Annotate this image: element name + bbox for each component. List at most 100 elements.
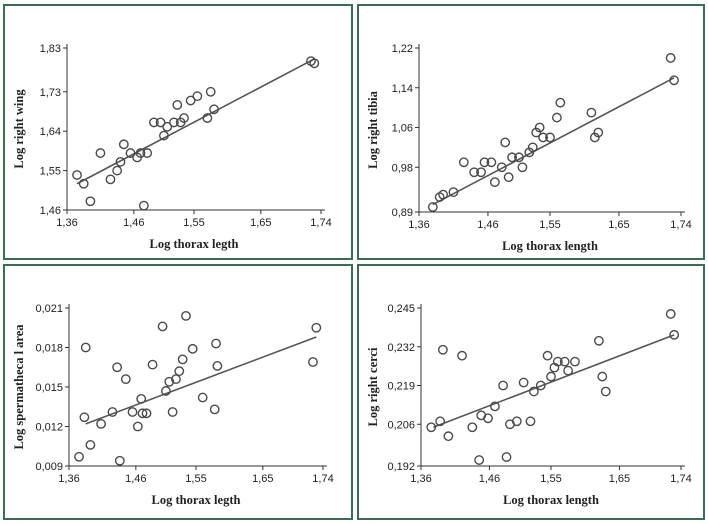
data-point	[174, 366, 185, 377]
data-point	[669, 75, 680, 86]
data-point	[112, 362, 123, 373]
data-point	[531, 127, 542, 138]
data-point	[589, 132, 600, 143]
data-point	[538, 132, 549, 143]
x-axis-label: Log thorax length	[503, 493, 599, 507]
scatter-panel-right-cerci: 1,36 1,46 1,55 1,65 1,74 0,192 0,206 0,219 0,232…	[357, 264, 705, 520]
data-point	[479, 157, 490, 168]
data-point	[125, 148, 136, 158]
y-tick-label: 0,245	[387, 303, 415, 315]
data-point	[115, 156, 126, 167]
y-axis-label: Log right wing	[12, 89, 26, 169]
scatter-panel-right-tibia: 1,36 1,46 1,55 1,65 1,74 0,89 0,98 1,06 1,14 1,22…	[357, 4, 705, 260]
y-axis-label: Log right tibia	[366, 90, 380, 169]
data-point	[187, 343, 198, 354]
data-point	[458, 157, 469, 168]
data-point	[586, 107, 597, 118]
data-point	[137, 408, 148, 419]
data-point	[164, 376, 175, 387]
data-point	[132, 421, 143, 432]
data-point	[597, 371, 608, 382]
x-tick-label: 1,55	[185, 473, 206, 485]
data-point	[85, 440, 96, 450]
data-point	[476, 167, 486, 178]
data-point	[114, 455, 125, 466]
x-axis-label: Log thorax legth	[152, 493, 241, 507]
scatter-chart-right-tibia: 1,36 1,46 1,55 1,65 1,74 0,89 0,98 1,06 1,14 1,22…	[366, 43, 692, 253]
data-point	[489, 177, 500, 188]
y-tick-label: 1,46	[40, 205, 61, 217]
scatter-chart-right-wing: 1,36 1,46 1,55 1,65 1,741,461,551,641,731,83…	[12, 43, 332, 251]
data-point	[105, 174, 116, 185]
data-point	[486, 157, 497, 168]
data-point	[192, 91, 203, 102]
data-point	[426, 422, 437, 433]
data-point	[209, 104, 219, 115]
data-point	[79, 412, 90, 423]
y-tick-label: 0,012	[35, 422, 63, 434]
data-point	[74, 451, 84, 462]
y-tick-label: 1,73	[40, 87, 61, 99]
data-point	[527, 142, 538, 153]
data-point	[167, 407, 178, 417]
x-tick-label: 1,55	[183, 217, 204, 229]
x-tick-label: 1,36	[58, 473, 79, 485]
x-tick-label: 1,46	[125, 473, 146, 485]
y-tick-label: 0,192	[387, 461, 415, 473]
data-point	[498, 380, 509, 391]
x-tick-label: 1,36	[408, 219, 429, 231]
data-point	[96, 418, 106, 429]
data-point	[534, 122, 545, 133]
y-tick-label: 0,009	[35, 461, 63, 473]
data-point	[545, 132, 555, 143]
x-tick-label: 1,55	[540, 473, 561, 485]
y-tick-label: 0,018	[35, 343, 63, 355]
data-point	[112, 165, 123, 176]
x-tick-label: 1,65	[250, 217, 271, 229]
data-point	[501, 452, 512, 462]
x-tick-label: 1,65	[609, 473, 630, 485]
regression-line	[433, 334, 675, 428]
data-point	[142, 148, 153, 158]
data-point	[181, 311, 191, 321]
y-tick-label: 0,021	[35, 303, 63, 315]
data-point	[511, 416, 522, 427]
y-tick-label: 0,232	[387, 342, 415, 354]
y-tick-label: 0,015	[35, 382, 63, 394]
data-point	[308, 357, 318, 367]
data-point	[669, 329, 680, 340]
data-point	[185, 95, 196, 106]
x-tick-label: 1,46	[477, 219, 498, 231]
data-point	[546, 371, 556, 382]
data-point	[517, 162, 528, 173]
data-point	[171, 374, 181, 385]
data-point	[467, 422, 478, 433]
data-point	[457, 350, 467, 361]
data-point	[148, 117, 159, 128]
data-point	[507, 152, 517, 163]
data-point	[593, 335, 604, 346]
data-point	[559, 356, 570, 367]
data-point	[483, 413, 493, 424]
y-tick-label: 1,14	[392, 83, 413, 95]
data-point	[551, 112, 562, 123]
y-tick-label: 0,98	[392, 162, 413, 174]
data-point	[85, 196, 96, 207]
y-tick-label: 1,83	[40, 43, 61, 55]
data-point	[496, 162, 507, 173]
regression-line	[432, 77, 675, 206]
data-point	[159, 130, 169, 141]
data-point	[138, 200, 149, 211]
data-point	[136, 393, 147, 404]
data-point	[525, 416, 536, 427]
x-tick-label: 1,74	[670, 473, 691, 485]
data-point	[135, 148, 146, 158]
data-point	[555, 97, 566, 108]
data-point	[435, 416, 446, 427]
data-point	[177, 354, 188, 365]
data-point	[311, 322, 322, 333]
data-point	[172, 100, 183, 110]
y-tick-label: 0,219	[387, 381, 415, 393]
x-tick-label: 1,36	[56, 217, 77, 229]
data-point	[438, 189, 449, 200]
